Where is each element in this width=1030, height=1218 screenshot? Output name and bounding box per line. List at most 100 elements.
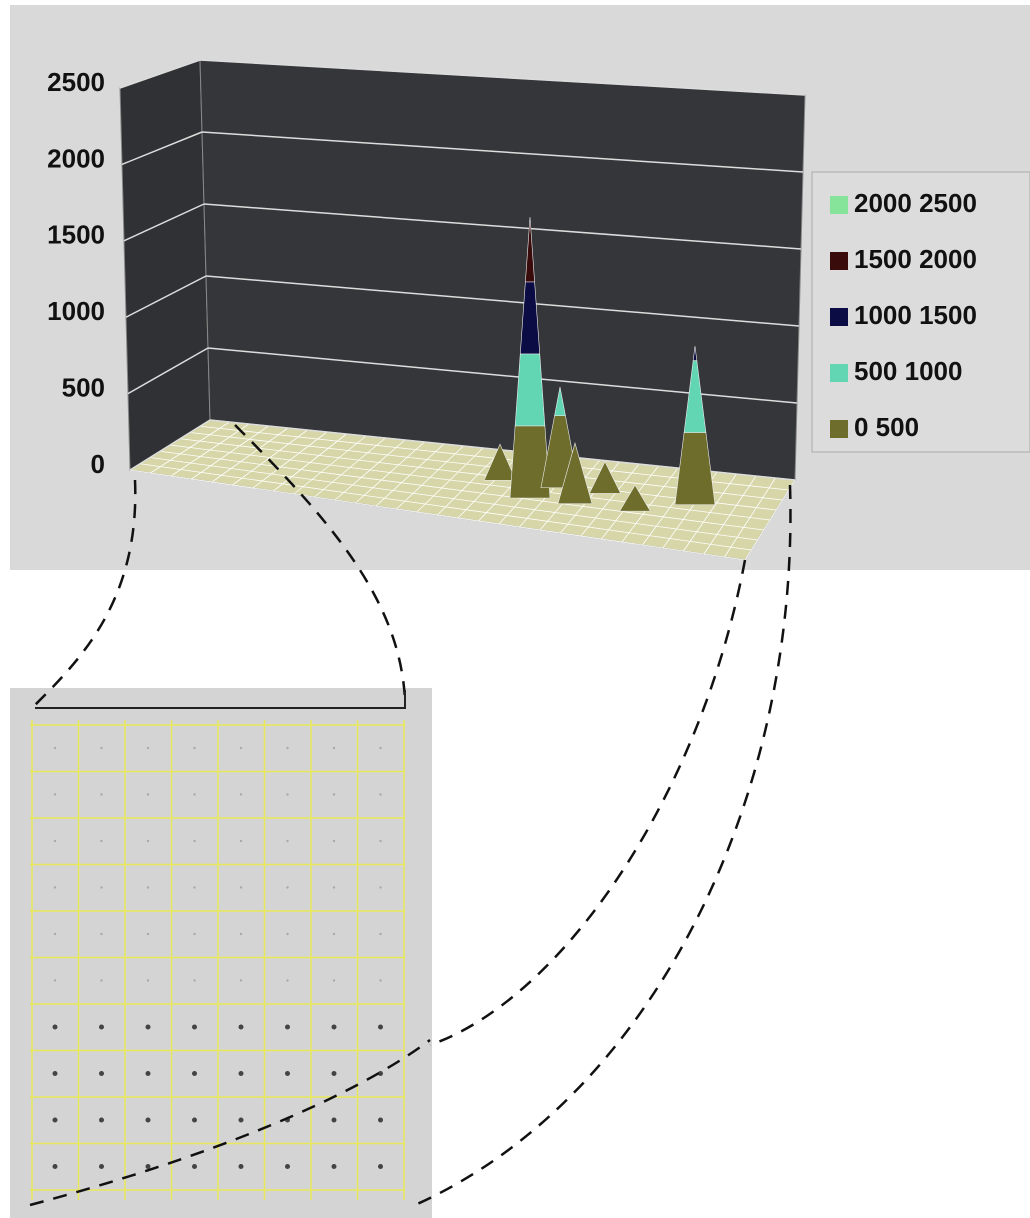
inset-spot [286,839,289,843]
inset-spot [331,1024,337,1030]
inset-spot [238,1164,244,1169]
peak-band [619,484,651,512]
inset-spot [285,1164,290,1169]
y-tick-label: 500 [62,372,105,402]
inset-spot [53,886,57,889]
inset-spot [332,932,336,936]
inset-spot [332,793,336,796]
inset-spot [192,1117,197,1123]
inset-spot [99,1071,104,1076]
inset-spot [100,793,103,796]
inset-spot [146,839,150,843]
inset-spot [100,979,103,982]
inset-spot [239,839,243,843]
inset-spot [52,1071,58,1076]
legend-items: 2000 2500 1500 2000 1000 1500 500 1000 0 500 [830,188,977,442]
inset-spot [378,1024,383,1030]
inset-spot [331,1071,337,1076]
floor-line [169,444,771,521]
peak [588,461,622,494]
legend [811,171,1030,453]
inset-spot [53,932,57,936]
inset-grid [30,720,405,1200]
inset-spot [192,1164,197,1169]
inset-spot [53,746,57,750]
inset-spot [146,979,150,982]
y-tick-label: 1000 [47,296,105,326]
inset-spot [379,793,382,796]
inset-spot [53,793,57,796]
inset-spot [193,886,196,889]
legend-swatch [830,196,848,214]
inset-spot [146,932,150,936]
floor-line [149,457,758,541]
floor-line [139,463,752,551]
inset-spot [52,1117,58,1123]
inset-spot [99,1117,104,1123]
grid-line [203,203,802,250]
inset-spot [286,886,289,889]
legend-label: 1500 2000 [854,244,977,274]
peak-band [483,443,517,481]
inset-spot [331,1164,337,1169]
inset-spot [193,979,196,982]
peak [557,442,593,504]
inset-spot [53,979,57,982]
inset-spot [378,1071,383,1076]
inset-spot [145,1164,151,1169]
inset-spot [378,1164,383,1169]
surface [483,217,716,512]
connector [29,1038,431,1207]
floor-line [159,450,764,531]
inset-spot [286,979,289,982]
inset-spot [379,932,382,936]
inset-spot [193,746,196,750]
inset-spot [286,746,289,750]
inset-spot [239,886,243,889]
inset-spot [52,1024,58,1030]
peak-band [509,425,551,499]
inset-spot [286,793,289,796]
peak-band [557,442,593,504]
inset-spot [239,979,243,982]
inset-spot [99,1164,104,1169]
grid-line [119,59,201,89]
inset-spot [238,1071,244,1076]
back-wall [199,59,806,481]
zoom-inset [10,688,432,1218]
grid-line [123,203,205,242]
inset-spot [145,1024,151,1030]
inset-spot [378,1117,383,1123]
legend-label: 2000 2500 [854,188,977,218]
inset-spot [285,1071,290,1076]
connector [234,424,407,701]
inset-spot [331,1117,337,1123]
connector [429,559,747,1047]
legend-label: 1000 1500 [854,300,977,330]
grid-line [199,59,806,96]
grid-line [129,419,211,471]
peak-band [514,353,546,427]
inset-spot [192,1071,197,1076]
y-tick-label: 1500 [47,220,105,250]
grid-line [125,275,207,318]
inset-spot [53,839,57,843]
inset-spot [379,839,382,843]
left-wall [119,59,211,471]
inset-spot [332,886,336,889]
legend-label: 500 1000 [854,356,962,386]
inset-spot [379,886,382,889]
peak [483,443,517,481]
zoom-connectors [29,424,792,1207]
inset-spot [239,746,243,750]
legend-label: 0 500 [854,412,919,442]
inset-spot [379,746,382,750]
inset-spot [285,1024,290,1030]
peak [509,217,551,499]
inset-frame [35,690,406,709]
inset-spot [239,932,243,936]
inset-spot [146,886,150,889]
grid-line [201,131,804,173]
inset-spot [145,1071,151,1076]
